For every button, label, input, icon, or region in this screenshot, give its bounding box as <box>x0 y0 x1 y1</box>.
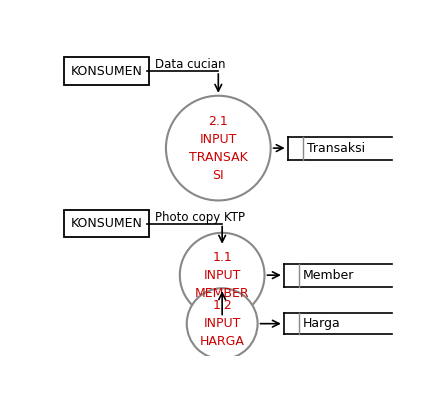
Text: 2.1
INPUT
TRANSAK
SI: 2.1 INPUT TRANSAK SI <box>189 115 248 182</box>
Text: Member: Member <box>303 269 354 282</box>
Bar <box>64 210 149 238</box>
Text: Transaksi: Transaksi <box>307 142 365 155</box>
Text: Photo copy KTP: Photo copy KTP <box>155 211 245 224</box>
Text: 1.2
INPUT
HARGA: 1.2 INPUT HARGA <box>200 299 245 348</box>
Circle shape <box>180 233 265 318</box>
Text: KONSUMEN: KONSUMEN <box>71 217 143 230</box>
Circle shape <box>187 288 258 359</box>
Text: 1.1
INPUT
MEMBER: 1.1 INPUT MEMBER <box>195 251 250 300</box>
Bar <box>64 57 149 85</box>
Text: KONSUMEN: KONSUMEN <box>71 65 143 78</box>
Text: Data cucian: Data cucian <box>155 58 226 72</box>
Circle shape <box>166 96 271 200</box>
Text: Harga: Harga <box>303 317 341 330</box>
